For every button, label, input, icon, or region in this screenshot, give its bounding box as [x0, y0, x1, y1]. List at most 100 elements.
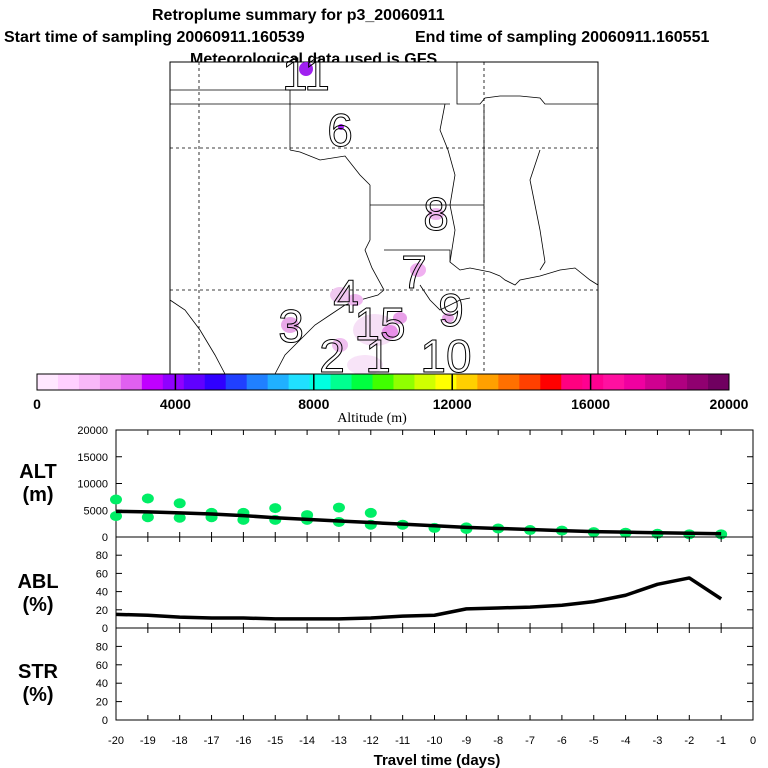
panel-ylabel-unit: (%) — [22, 684, 53, 706]
x-tick-label: -4 — [621, 735, 631, 747]
colorbar-swatch — [37, 374, 59, 390]
x-tick-label: -8 — [493, 735, 503, 747]
colorbar-swatch — [393, 374, 415, 390]
colorbar-swatch — [435, 374, 457, 390]
altitude-point — [173, 498, 186, 509]
colorbar-swatch — [204, 374, 227, 390]
plume-blobs — [281, 208, 454, 375]
colorbar-swatch — [372, 374, 394, 390]
map-label: 7 — [401, 246, 427, 298]
colorbar-swatch — [120, 374, 143, 390]
colorbar-swatch — [414, 374, 436, 390]
series-line — [115, 576, 723, 621]
x-tick-label: -2 — [684, 735, 694, 747]
x-tick-label: 0 — [750, 735, 756, 747]
colorbar-swatch — [141, 374, 164, 390]
x-tick-label: -11 — [395, 735, 410, 747]
x-tick-label: -3 — [653, 735, 663, 747]
colorbar-tick-label: 12000 — [433, 396, 472, 412]
x-tick-label: -1 — [716, 735, 726, 747]
colorbar-swatch — [519, 374, 541, 390]
panel-ylabel: ABL — [17, 571, 58, 593]
end-time: End time of sampling 20060911.160551 — [415, 29, 709, 46]
colorbar-swatch — [225, 374, 248, 390]
colorbar-swatch — [540, 374, 562, 390]
colorbar-swatch — [687, 374, 709, 390]
altitude-point — [110, 494, 122, 505]
y-tick-label: 20000 — [77, 425, 108, 437]
colorbar-swatch — [57, 374, 80, 390]
colorbar-swatch — [330, 374, 353, 390]
colorbar-swatch — [708, 374, 730, 390]
x-tick-label: -17 — [204, 735, 220, 747]
colorbar-swatch — [603, 374, 625, 390]
map-label: 8 — [423, 188, 449, 240]
x-tick-label: -18 — [172, 735, 188, 747]
y-tick-label: 0 — [102, 715, 108, 727]
colorbar-swatch — [246, 374, 269, 390]
x-tick-label: -10 — [427, 735, 443, 747]
timeseries-panels: 20000150001000050000ALT(m)806040200ABL(%… — [17, 425, 754, 727]
y-tick-label: 10000 — [77, 479, 108, 491]
map-label: 4 — [333, 270, 359, 322]
altitude-colorbar — [36, 373, 730, 391]
colorbar-swatch — [267, 374, 290, 390]
panel-ylabel: ALT — [19, 461, 56, 483]
y-tick-label: 80 — [96, 550, 108, 562]
panel-abl: 80 60 40 20 0 ABL(%) — [17, 536, 754, 635]
colorbar-swatch — [498, 374, 520, 390]
x-tick-label: -19 — [140, 735, 156, 747]
altitude-point — [110, 511, 122, 522]
colorbar-swatch — [288, 374, 311, 390]
state-boundaries — [169, 62, 599, 375]
colorbar-tick-label: 8000 — [298, 396, 329, 412]
y-tick-label: 20 — [96, 697, 108, 709]
panel-ylabel: STR — [18, 661, 59, 683]
x-tick-label: -16 — [235, 735, 251, 747]
panel-ylabel-unit: (m) — [22, 484, 53, 506]
colorbar-tick-label: 4000 — [160, 396, 191, 412]
colorbar-frame — [36, 373, 730, 391]
colorbar-swatch — [183, 374, 206, 390]
colorbar-swatch — [561, 374, 583, 390]
colorbar-swatch — [309, 374, 332, 390]
panel-frame — [115, 627, 754, 721]
colorbar-tick-label: 0 — [33, 396, 41, 412]
map-panel: 11 6 8 7 4 9 3 15 2 1 10 — [169, 48, 599, 383]
altitude-point — [269, 503, 282, 514]
y-tick-label: 40 — [96, 587, 108, 599]
start-time: Start time of sampling 20060911.160539 — [4, 29, 305, 46]
colorbar-swatch — [645, 374, 667, 390]
x-tick-label: -12 — [363, 735, 379, 747]
plume-markers — [299, 62, 344, 130]
x-tick-label: -14 — [299, 735, 315, 747]
colorbar-swatch — [582, 374, 604, 390]
x-tick-label: -13 — [331, 735, 347, 747]
colorbar-swatch — [78, 374, 101, 390]
panel-str: 80 60 40 20 0 STR(%) — [18, 627, 754, 727]
altitude-point — [173, 512, 186, 523]
plume-marker-day-11 — [299, 62, 313, 76]
colorbar-swatch — [162, 374, 185, 390]
plume-marker-day-6 — [338, 124, 344, 130]
map-label: 11 — [282, 48, 330, 100]
colorbar-swatch — [456, 374, 478, 390]
y-tick-label: 0 — [102, 623, 108, 635]
colorbar-tick-label: 16000 — [571, 396, 610, 412]
altitude-point — [141, 512, 154, 523]
colorbar-label: Altitude (m) — [337, 411, 407, 426]
x-axis-label: Travel time (days) — [374, 752, 501, 768]
map-label: 6 — [327, 104, 353, 156]
colorbar-swatch — [477, 374, 499, 390]
map-label: 3 — [278, 300, 304, 352]
y-tick-label: 80 — [96, 641, 108, 653]
x-axis: -20 -19 -18 -17 -16 -15 -14 -13 -12 -11 -10 -9 -8 -7-… — [108, 735, 756, 747]
y-tick-label: 20 — [96, 605, 108, 617]
figure-title: Retroplume summary for p3_20060911 — [152, 7, 445, 24]
colorbar-ticks: 0 4000 8000 12000 16000 20000 — [33, 374, 749, 412]
y-tick-label: 5000 — [84, 505, 108, 517]
y-tick-label: 0 — [102, 532, 108, 544]
y-tick-label: 60 — [96, 660, 108, 672]
colorbar-swatch — [99, 374, 122, 390]
